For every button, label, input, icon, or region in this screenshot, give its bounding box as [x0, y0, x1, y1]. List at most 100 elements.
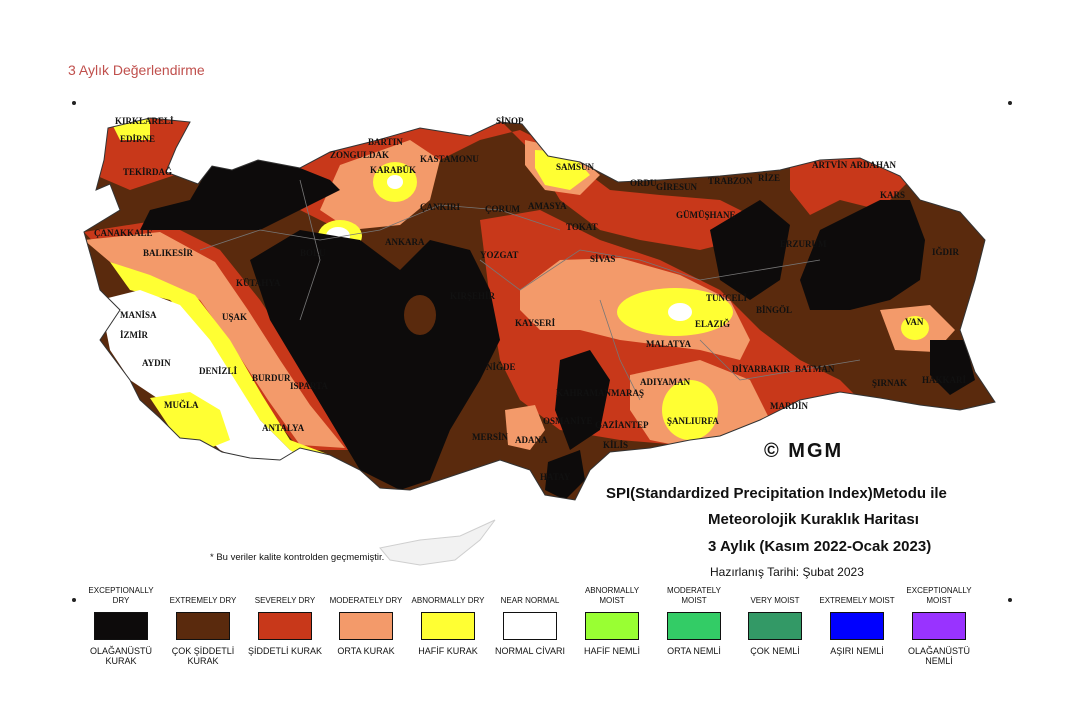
legend-item: ABNORMALLY MOIST HAFİF NEMLİ: [572, 584, 652, 656]
legend-english-label: VERY MOIST: [750, 596, 800, 605]
city-label: ADIYAMAN: [640, 377, 691, 387]
map-title-line1: SPI(Standardized Precipitation Index)Met…: [606, 485, 947, 502]
city-label: TRABZON: [708, 176, 753, 186]
city-label: EDİRNE: [120, 134, 155, 144]
zone-near-normal-elazig: [668, 303, 692, 321]
city-label: SİVAS: [590, 254, 615, 264]
city-label: IĞDIR: [932, 247, 960, 257]
city-label: MANİSA: [120, 310, 157, 320]
legend-english-label: NEAR NORMAL: [500, 596, 560, 605]
legend-color-swatch: [421, 612, 475, 640]
city-label: DİYARBAKIR: [732, 364, 791, 374]
map-title-line2: Meteorolojik Kuraklık Haritası: [708, 511, 919, 528]
city-label: SAMSUN: [556, 162, 595, 172]
region-boundary-lines: [199, 179, 861, 401]
city-label: KİLİS: [603, 440, 628, 450]
zone-abnormally-dry-urfa: [662, 380, 718, 440]
legend-turkish-label: ÇOK NEMLİ: [750, 646, 800, 656]
legend-english-label: EXCEPTIONALLY DRY: [88, 586, 154, 605]
city-label: ÇORUM: [485, 204, 520, 214]
legend-turkish-label: OLAĞANÜSTÜ KURAK: [89, 646, 152, 666]
zone-exceptionally-dry-hatay: [545, 450, 585, 500]
legend-color-swatch: [748, 612, 802, 640]
turkey-outline: [83, 117, 996, 501]
legend-color-swatch: [176, 612, 230, 640]
city-label: ZONGULDAK: [330, 150, 389, 160]
city-label: KIRKLARELİ: [115, 116, 174, 126]
city-label: HAKKARİ: [922, 375, 967, 385]
zone-near-normal-karabuk: [387, 175, 403, 189]
page-title: 3 Aylık Değerlendirme: [68, 62, 205, 78]
legend-english-label: MODERATELY DRY: [329, 596, 403, 605]
zone-moderately-dry-west: [84, 232, 345, 448]
city-label: KAHRAMANMARAŞ: [556, 388, 644, 398]
legend-color-swatch: [912, 612, 966, 640]
legend-turkish-label: ORTA KURAK: [337, 646, 395, 656]
legend-item: MODERATELY DRY ORTA KURAK: [326, 584, 406, 656]
city-label: KASTAMONU: [420, 154, 479, 164]
legend-english-label: MODERATELY MOIST: [667, 586, 721, 605]
legend-item: EXTREMELY DRY ÇOK ŞİDDETLİ KURAK: [163, 584, 243, 666]
zone-exceptionally-dry-maras: [555, 350, 610, 450]
legend-color-swatch: [503, 612, 557, 640]
legend-color-swatch: [258, 612, 312, 640]
city-label: BALIKESİR: [143, 248, 194, 258]
zone-abnormally-dry-van: [901, 316, 929, 340]
legend-item: MODERATELY MOIST ORTA NEMLİ: [654, 584, 734, 656]
legend-item: EXCEPTIONALLY DRY OLAĞANÜSTÜ KURAK: [81, 584, 161, 666]
zone-abnormally-dry-mugla: [150, 392, 230, 450]
legend-color-swatch: [339, 612, 393, 640]
preparation-date: Hazırlanış Tarihi: Şubat 2023: [710, 565, 864, 579]
city-label: ELAZIĞ: [695, 319, 730, 329]
city-label: VAN: [905, 317, 924, 327]
city-label: BURDUR: [252, 373, 291, 383]
legend-english-label: ABNORMALLY MOIST: [584, 586, 640, 605]
city-labels: KIRKLARELİ EDİRNE TEKİRDAĞ ÇANAKKALE BAL…: [94, 116, 967, 482]
cyprus-outline: [379, 519, 496, 566]
city-label: HATAY: [540, 472, 571, 482]
city-label: YOZGAT: [480, 250, 518, 260]
legend-color-swatch: [585, 612, 639, 640]
legend-english-label: ABNORMALLY DRY: [411, 596, 485, 605]
city-label: ORDU: [630, 178, 657, 188]
legend-turkish-label: ÇOK ŞİDDETLİ KURAK: [171, 646, 235, 666]
city-label: MARDİN: [770, 401, 808, 411]
city-label: DENİZLİ: [199, 366, 238, 376]
city-label: BATMAN: [795, 364, 835, 374]
zone-exceptionally-dry-central: [250, 230, 500, 490]
legend-turkish-label: AŞIRI NEMLİ: [830, 646, 884, 656]
legend-item: SEVERELY DRY ŞİDDETLİ KURAK: [245, 584, 325, 656]
city-label: BİNGÖL: [756, 305, 792, 315]
city-label: SİNOP: [496, 116, 524, 126]
city-label: ISPARTA: [290, 381, 328, 391]
legend-turkish-label: NORMAL CİVARI: [494, 646, 565, 656]
legend-turkish-label: HAFİF KURAK: [418, 646, 478, 656]
city-label: ADANA: [515, 435, 548, 445]
legend-turkish-label: HAFİF NEMLİ: [583, 646, 640, 656]
legend-item: ABNORMALLY DRY HAFİF KURAK: [408, 584, 488, 656]
city-label: AMASYA: [528, 201, 567, 211]
city-label: TUNCELİ: [706, 293, 748, 303]
city-label: KAYSERİ: [515, 318, 556, 328]
legend-english-label: EXTREMELY MOIST: [819, 596, 895, 605]
city-label: MALATYA: [646, 339, 692, 349]
mgm-logo: © MGM: [764, 440, 844, 462]
city-label: UŞAK: [222, 312, 247, 322]
city-label: ERZURUM: [780, 239, 827, 249]
city-label: NİĞDE: [486, 362, 516, 372]
city-label: BARTIN: [368, 137, 403, 147]
legend-english-label: EXCEPTIONALLY MOIST: [906, 586, 972, 605]
city-label: GAZİANTEP: [595, 420, 649, 430]
legend-color-swatch: [830, 612, 884, 640]
city-label: ANTALYA: [262, 423, 305, 433]
city-label: RİZE: [758, 173, 780, 183]
city-label: ARDAHAN: [850, 160, 896, 170]
city-label: TEKİRDAĞ: [123, 167, 172, 177]
city-label: MUĞLA: [164, 400, 199, 410]
zone-near-normal-west: [100, 290, 320, 470]
corner-dot-top-left: [72, 101, 76, 105]
zone-extremely-dry-ankara: [404, 295, 436, 335]
city-label: ARTVİN: [812, 160, 848, 170]
corner-dot-top-right: [1008, 101, 1012, 105]
